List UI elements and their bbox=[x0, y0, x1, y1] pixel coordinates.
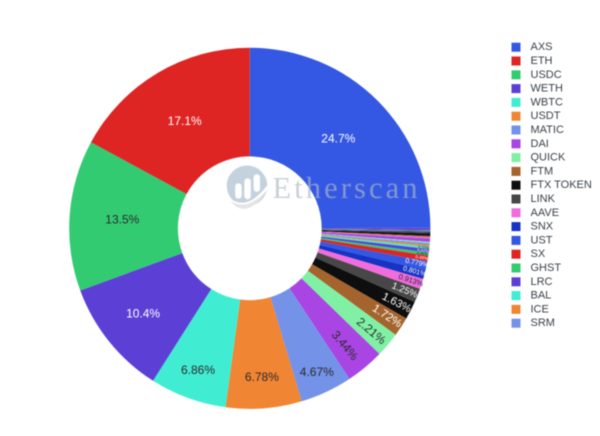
svg-text:Etherscan: Etherscan bbox=[273, 171, 421, 205]
svg-text:0.49%: 0.49% bbox=[415, 254, 428, 261]
svg-text:DAI: DAI bbox=[531, 138, 549, 150]
svg-text:4.67%: 4.67% bbox=[300, 365, 334, 379]
svg-text:SX: SX bbox=[531, 248, 546, 260]
svg-text:USDC: USDC bbox=[531, 69, 562, 81]
svg-text:13.5%: 13.5% bbox=[105, 213, 139, 227]
svg-text:SRM: SRM bbox=[531, 317, 555, 329]
svg-text:0.46%: 0.46% bbox=[417, 250, 429, 257]
svg-text:SNX: SNX bbox=[531, 221, 554, 233]
svg-text:WETH: WETH bbox=[531, 83, 563, 95]
svg-text:WBTC: WBTC bbox=[531, 96, 563, 108]
svg-text:ICE: ICE bbox=[531, 303, 549, 315]
svg-text:10.4%: 10.4% bbox=[126, 306, 160, 320]
svg-text:QUICK: QUICK bbox=[531, 152, 567, 164]
svg-text:0.42%: 0.42% bbox=[417, 247, 429, 253]
svg-text:LRC: LRC bbox=[531, 276, 553, 288]
svg-text:0.33%: 0.33% bbox=[418, 244, 430, 250]
svg-text:BAL: BAL bbox=[531, 290, 552, 302]
svg-text:UST: UST bbox=[531, 234, 553, 246]
svg-text:MATIC: MATIC bbox=[531, 124, 564, 136]
svg-text:24.7%: 24.7% bbox=[321, 132, 355, 146]
svg-text:LINK: LINK bbox=[531, 193, 556, 205]
svg-text:6.78%: 6.78% bbox=[245, 370, 279, 384]
svg-text:6.86%: 6.86% bbox=[181, 363, 215, 377]
svg-text:0.779%: 0.779% bbox=[404, 258, 429, 270]
svg-text:AAVE: AAVE bbox=[531, 207, 560, 219]
svg-text:ETH: ETH bbox=[531, 55, 553, 67]
svg-text:AXS: AXS bbox=[531, 41, 553, 53]
svg-text:FTM: FTM bbox=[531, 165, 554, 177]
svg-text:USDT: USDT bbox=[531, 110, 561, 122]
svg-text:GHST: GHST bbox=[531, 262, 562, 274]
svg-text:FTX TOKEN: FTX TOKEN bbox=[531, 179, 592, 191]
svg-text:17.1%: 17.1% bbox=[168, 114, 202, 128]
